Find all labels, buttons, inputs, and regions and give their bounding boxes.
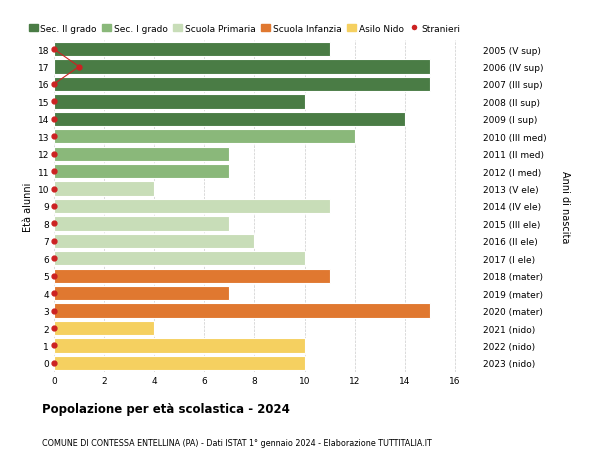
Bar	[54, 112, 405, 127]
Text: Popolazione per età scolastica - 2024: Popolazione per età scolastica - 2024	[42, 403, 290, 415]
Bar	[54, 199, 329, 214]
Bar	[54, 165, 229, 179]
Bar	[54, 43, 329, 57]
Bar	[54, 217, 229, 231]
Legend: Sec. II grado, Sec. I grado, Scuola Primaria, Scuola Infanzia, Asilo Nido, Stran: Sec. II grado, Sec. I grado, Scuola Prim…	[29, 24, 460, 34]
Bar	[54, 78, 430, 92]
Bar	[54, 95, 305, 109]
Bar	[54, 304, 430, 318]
Bar	[54, 60, 430, 74]
Bar	[54, 252, 305, 266]
Bar	[54, 269, 329, 283]
Text: COMUNE DI CONTESSA ENTELLINA (PA) - Dati ISTAT 1° gennaio 2024 - Elaborazione TU: COMUNE DI CONTESSA ENTELLINA (PA) - Dati…	[42, 438, 432, 448]
Y-axis label: Età alunni: Età alunni	[23, 182, 34, 231]
Bar	[54, 182, 154, 196]
Bar	[54, 321, 154, 336]
Bar	[54, 130, 355, 144]
Y-axis label: Anni di nascita: Anni di nascita	[560, 170, 570, 243]
Bar	[54, 339, 305, 353]
Bar	[54, 356, 305, 370]
Bar	[54, 147, 229, 162]
Bar	[54, 234, 254, 248]
Bar	[54, 286, 229, 301]
